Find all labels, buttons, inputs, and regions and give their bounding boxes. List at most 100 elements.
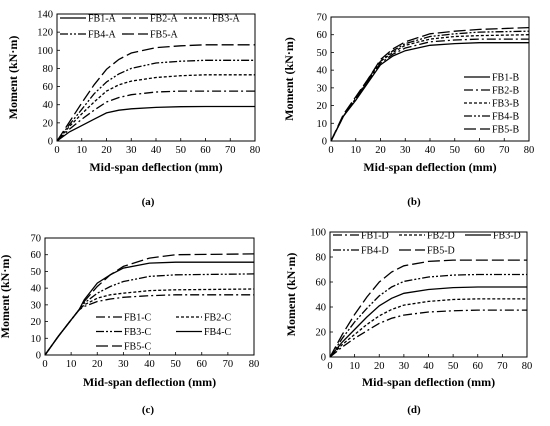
y-tick-label: 70: [317, 13, 328, 24]
series-line-FB3-D: [329, 286, 527, 358]
series-line-FB2-A: [56, 90, 255, 142]
y-tick-label: 20: [43, 118, 54, 129]
y-tick-label: 0: [36, 351, 41, 362]
x-axis-label: Mid-span deflection (mm): [83, 375, 216, 389]
y-tick-label: 60: [43, 82, 54, 93]
x-tick-label: 20: [375, 145, 386, 156]
x-tick-label: 70: [499, 145, 510, 156]
x-tick-label: 20: [101, 145, 112, 156]
legend-label-FB5-B: FB5-B: [492, 125, 520, 136]
y-tick-label: 120: [37, 28, 53, 39]
x-tick-label: 60: [473, 361, 484, 372]
y-tick-label: 10: [31, 334, 42, 345]
x-tick-label: 0: [328, 145, 333, 156]
series-line-FB5-A: [56, 44, 255, 142]
x-tick-label: 40: [144, 359, 155, 370]
x-tick-label: 80: [249, 359, 260, 370]
legend-label-FB5-A: FB5-A: [150, 30, 179, 41]
legend-label-FB2-A: FB2-A: [150, 14, 179, 25]
x-axis-label: Mid-span deflection (mm): [363, 160, 496, 174]
y-tick-label: 20: [317, 101, 328, 112]
legend-label-FB3-C: FB3-C: [124, 327, 152, 338]
x-tick-label: 0: [42, 359, 47, 370]
series-line-FB4-A: [56, 59, 255, 142]
y-tick-label: 100: [37, 46, 53, 57]
legend-label-FB3-D: FB3-D: [493, 231, 521, 242]
y-tick-label: 100: [310, 228, 326, 239]
y-tick-label: 0: [322, 137, 327, 148]
y-tick-label: 80: [43, 64, 54, 75]
x-tick-label: 20: [374, 361, 385, 372]
legend-label-FB1-C: FB1-C: [124, 313, 152, 324]
legend-label-FB3-A: FB3-A: [212, 14, 241, 25]
y-tick-label: 20: [31, 317, 42, 328]
chart-panel-1: 0 10 20 30 40 50 60 70 80 0 20 40 60 80 100 120 140 Mid-s…: [6, 10, 260, 209]
legend-label-FB1-A: FB1-A: [88, 14, 117, 25]
y-tick-label: 40: [317, 66, 328, 77]
x-tick-label: 30: [399, 361, 410, 372]
y-tick-label: 40: [43, 100, 54, 111]
y-axis-label: Moment (kN·m): [284, 253, 298, 337]
legend-label-FB3-B: FB3-B: [492, 99, 520, 110]
x-tick-label: 10: [66, 359, 77, 370]
x-tick-label: 10: [351, 145, 362, 156]
y-tick-label: 10: [317, 119, 328, 130]
x-tick-label: 30: [400, 145, 411, 156]
x-tick-label: 30: [126, 145, 137, 156]
y-axis-label: Moment (kN·m): [6, 36, 20, 120]
y-tick-label: 60: [317, 30, 328, 41]
legend-label-FB2-D: FB2-D: [427, 231, 455, 242]
legend-label-FB4-D: FB4-D: [361, 246, 389, 257]
y-tick-label: 20: [316, 328, 327, 339]
series-line-FB5-B: [330, 26, 530, 142]
x-tick-label: 60: [200, 145, 211, 156]
x-tick-label: 50: [448, 361, 459, 372]
y-tick-label: 50: [317, 48, 328, 59]
legend-label-FB4-C: FB4-C: [204, 327, 232, 338]
chart-panel-2: 0 10 20 30 40 50 60 70 80010203040506070Mid-span…: [282, 13, 534, 209]
x-axis-label: Mid-span deflection (mm): [89, 160, 222, 174]
x-tick-label: 40: [151, 145, 162, 156]
chart-panel-4: 0 10 20 30 40 50 60 70 80 0 20 40 60 80 100 Mid-span de…: [284, 228, 532, 417]
y-tick-label: 0: [48, 137, 53, 148]
legend-label-FB1-D: FB1-D: [361, 231, 389, 242]
panel-label: (d): [407, 404, 421, 416]
x-tick-label: 40: [423, 361, 434, 372]
x-tick-label: 10: [77, 145, 88, 156]
y-tick-label: 50: [31, 267, 42, 278]
x-tick-label: 50: [170, 359, 181, 370]
panel-label: (a): [142, 196, 155, 208]
x-tick-label: 40: [425, 145, 436, 156]
x-tick-label: 70: [497, 361, 508, 372]
series-line-FB1-A: [56, 105, 255, 142]
y-tick-label: 30: [317, 83, 328, 94]
x-tick-label: 80: [522, 361, 533, 372]
legend-label-FB4-A: FB4-A: [88, 30, 117, 41]
legend-label-FB2-C: FB2-C: [204, 313, 232, 324]
panel-label: (b): [407, 196, 421, 208]
panel-label: (c): [142, 404, 155, 416]
x-tick-label: 50: [450, 145, 461, 156]
x-tick-label: 60: [197, 359, 208, 370]
chart-panel-3: 0 10 20 30 40 50 60 70 80 0 10 20 30 40 50 60 70 Mid-span…: [0, 234, 259, 417]
y-tick-label: 70: [31, 234, 42, 245]
series-line-FB4-B: [330, 30, 530, 142]
series-line-FB3-A: [56, 74, 255, 142]
y-tick-label: 60: [316, 278, 327, 289]
legend-label-FB4-B: FB4-B: [492, 112, 520, 123]
legend-label-FB5-C: FB5-C: [124, 342, 152, 353]
series-line-FB5-D: [329, 259, 527, 358]
x-tick-label: 70: [223, 359, 234, 370]
x-tick-label: 20: [92, 359, 103, 370]
y-tick-label: 60: [31, 250, 42, 261]
legend-label-FB1-B: FB1-B: [492, 73, 520, 84]
series-line-FB5-C: [44, 253, 255, 356]
x-tick-label: 50: [176, 145, 187, 156]
y-tick-label: 30: [31, 300, 42, 311]
y-tick-label: 140: [37, 10, 53, 21]
x-tick-label: 10: [349, 361, 360, 372]
x-tick-label: 80: [524, 145, 535, 156]
x-tick-label: 0: [327, 361, 332, 372]
x-tick-label: 0: [54, 145, 59, 156]
